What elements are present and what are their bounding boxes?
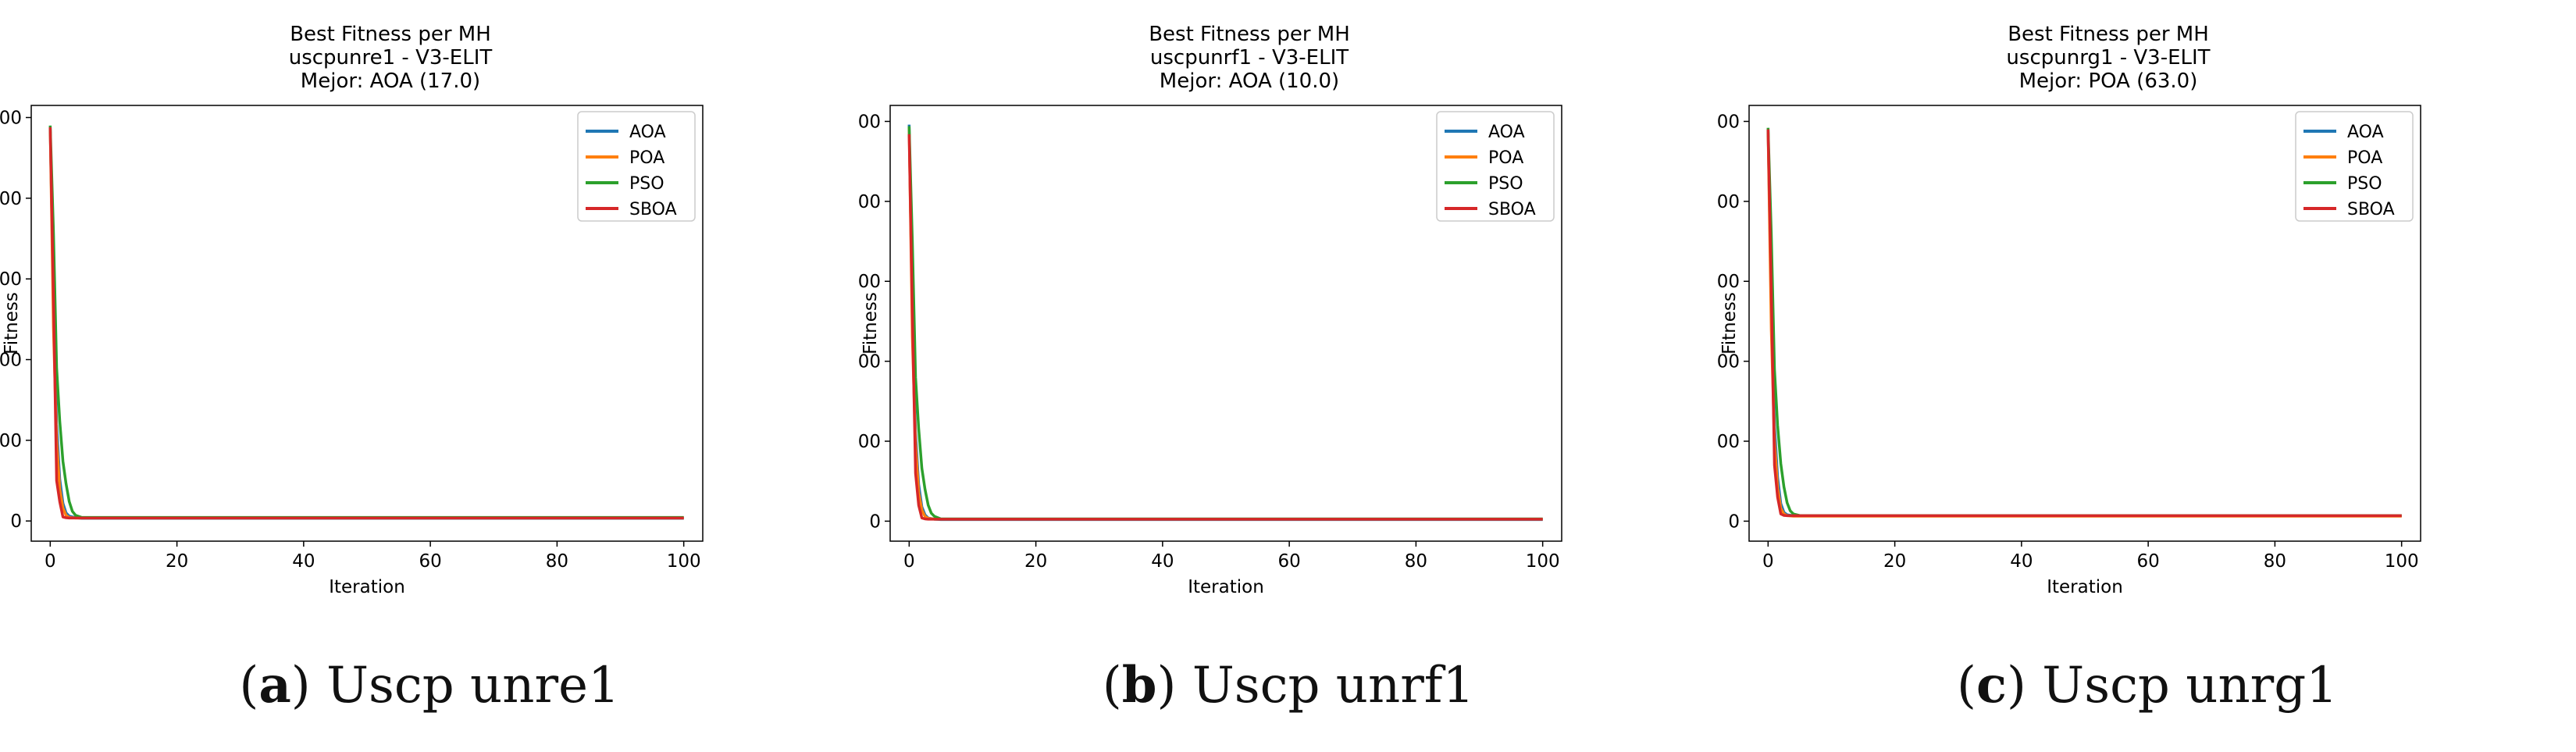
plot-area (48, 125, 684, 520)
chart-title-line: uscpunrf1 - V3-ELIT (1150, 46, 1349, 69)
chart-title-line: Mejor: AOA (17.0) (301, 69, 480, 93)
legend-label-poa: POA (2347, 148, 2382, 168)
x-tick-label: 20 (1883, 551, 1906, 572)
legend-box (577, 111, 696, 222)
x-tick-label: 0 (903, 551, 915, 572)
axes-frame (889, 105, 1562, 542)
chart-panel-a: Best Fitness per MH uscpunre1 - V3-ELIT Me… (0, 0, 859, 752)
y-tick-label: 2000 (0, 189, 22, 209)
y-tick-label: 1500 (859, 272, 881, 292)
legend-label-aoa: AOA (629, 123, 666, 142)
x-tick-label: 100 (2385, 551, 2419, 572)
legend-label-pso: PSO (629, 174, 664, 194)
x-tick-label: 100 (1526, 551, 1560, 572)
y-axis-label: Fitness (1719, 292, 1740, 355)
caption-letter: b (1121, 656, 1157, 715)
x-tick-label: 80 (546, 551, 568, 572)
legend-label-poa: POA (629, 148, 664, 168)
y-tick-label: 2500 (0, 109, 22, 129)
series-line-pso (907, 126, 1543, 521)
x-tick-label: 40 (1151, 551, 1174, 572)
x-axis-label: Iteration (1188, 577, 1264, 597)
x-axis-label: Iteration (2047, 577, 2123, 597)
legend-label-sboa: SBOA (629, 200, 677, 219)
y-tick-label: 2000 (1718, 352, 1740, 372)
y-tick-label: 500 (0, 431, 22, 451)
x-tick-label: 60 (2136, 551, 2159, 572)
axes-frame (30, 105, 704, 542)
axes-frame (1748, 105, 2421, 542)
legend-label-aoa: AOA (1488, 123, 1525, 142)
y-axis-label: Fitness (860, 292, 881, 355)
subfigure-caption: (a) Uscp unre1 (239, 656, 620, 715)
series-line-sboa (48, 127, 684, 520)
y-tick-label: 0 (10, 511, 22, 532)
plot-area (1766, 127, 2402, 518)
legend-label-sboa: SBOA (2347, 200, 2395, 219)
legend-label-aoa: AOA (2347, 123, 2384, 142)
y-tick-label: 2000 (859, 192, 881, 212)
chart-panel-c: Best Fitness per MH uscpunrg1 - V3-ELIT Me… (1718, 0, 2576, 752)
y-tick-label: 2500 (859, 112, 881, 132)
x-tick-label: 60 (419, 551, 441, 572)
caption-letter: a (258, 656, 291, 715)
chart-title-line: uscpunrg1 - V3-ELIT (2006, 46, 2210, 69)
x-tick-label: 20 (166, 551, 188, 572)
y-tick-label: 5000 (1718, 112, 1740, 132)
x-tick-label: 20 (1024, 551, 1047, 572)
chart-panel-b: Best Fitness per MH uscpunrf1 - V3-ELIT Me… (859, 0, 1718, 752)
chart-title-line: Best Fitness per MH (1149, 23, 1350, 46)
x-tick-label: 80 (2264, 551, 2286, 572)
y-tick-label: 3000 (1718, 272, 1740, 292)
legend-label-pso: PSO (1488, 174, 1523, 194)
x-tick-label: 0 (1762, 551, 1774, 572)
legend-label-sboa: SBOA (1488, 200, 1536, 219)
y-axis-label: Fitness (2, 292, 22, 355)
y-tick-label: 0 (869, 511, 881, 532)
x-tick-label: 80 (1405, 551, 1427, 572)
y-tick-label: 500 (859, 432, 881, 452)
x-tick-label: 40 (292, 551, 315, 572)
legend-box (1436, 111, 1555, 222)
series-line-pso (48, 125, 684, 519)
x-axis-label: Iteration (329, 577, 405, 597)
legend-box (2295, 111, 2414, 222)
series-line-sboa (1766, 129, 2402, 518)
legend-label-poa: POA (1488, 148, 1523, 168)
y-tick-label: 0 (1728, 511, 1740, 532)
x-tick-label: 60 (1277, 551, 1300, 572)
x-tick-label: 0 (45, 551, 56, 572)
subfigure-caption: (c) Uscp unrg1 (1957, 656, 2338, 715)
chart-title-line: uscpunre1 - V3-ELIT (289, 46, 493, 69)
caption-letter: c (1976, 656, 2007, 715)
plot-area (907, 124, 1543, 522)
series-line-sboa (907, 134, 1543, 521)
legend-label-pso: PSO (2347, 174, 2382, 194)
chart-title-line: Best Fitness per MH (2008, 23, 2209, 46)
subfigure-caption: (b) Uscp unrf1 (1102, 656, 1475, 715)
chart-title-line: Mejor: POA (63.0) (2019, 69, 2198, 93)
chart-title-line: Mejor: AOA (10.0) (1160, 69, 1339, 93)
y-tick-label: 4000 (1718, 192, 1740, 212)
chart-title-line: Best Fitness per MH (290, 23, 491, 46)
x-tick-label: 40 (2010, 551, 2033, 572)
y-tick-label: 1500 (0, 269, 22, 290)
x-tick-label: 100 (667, 551, 701, 572)
